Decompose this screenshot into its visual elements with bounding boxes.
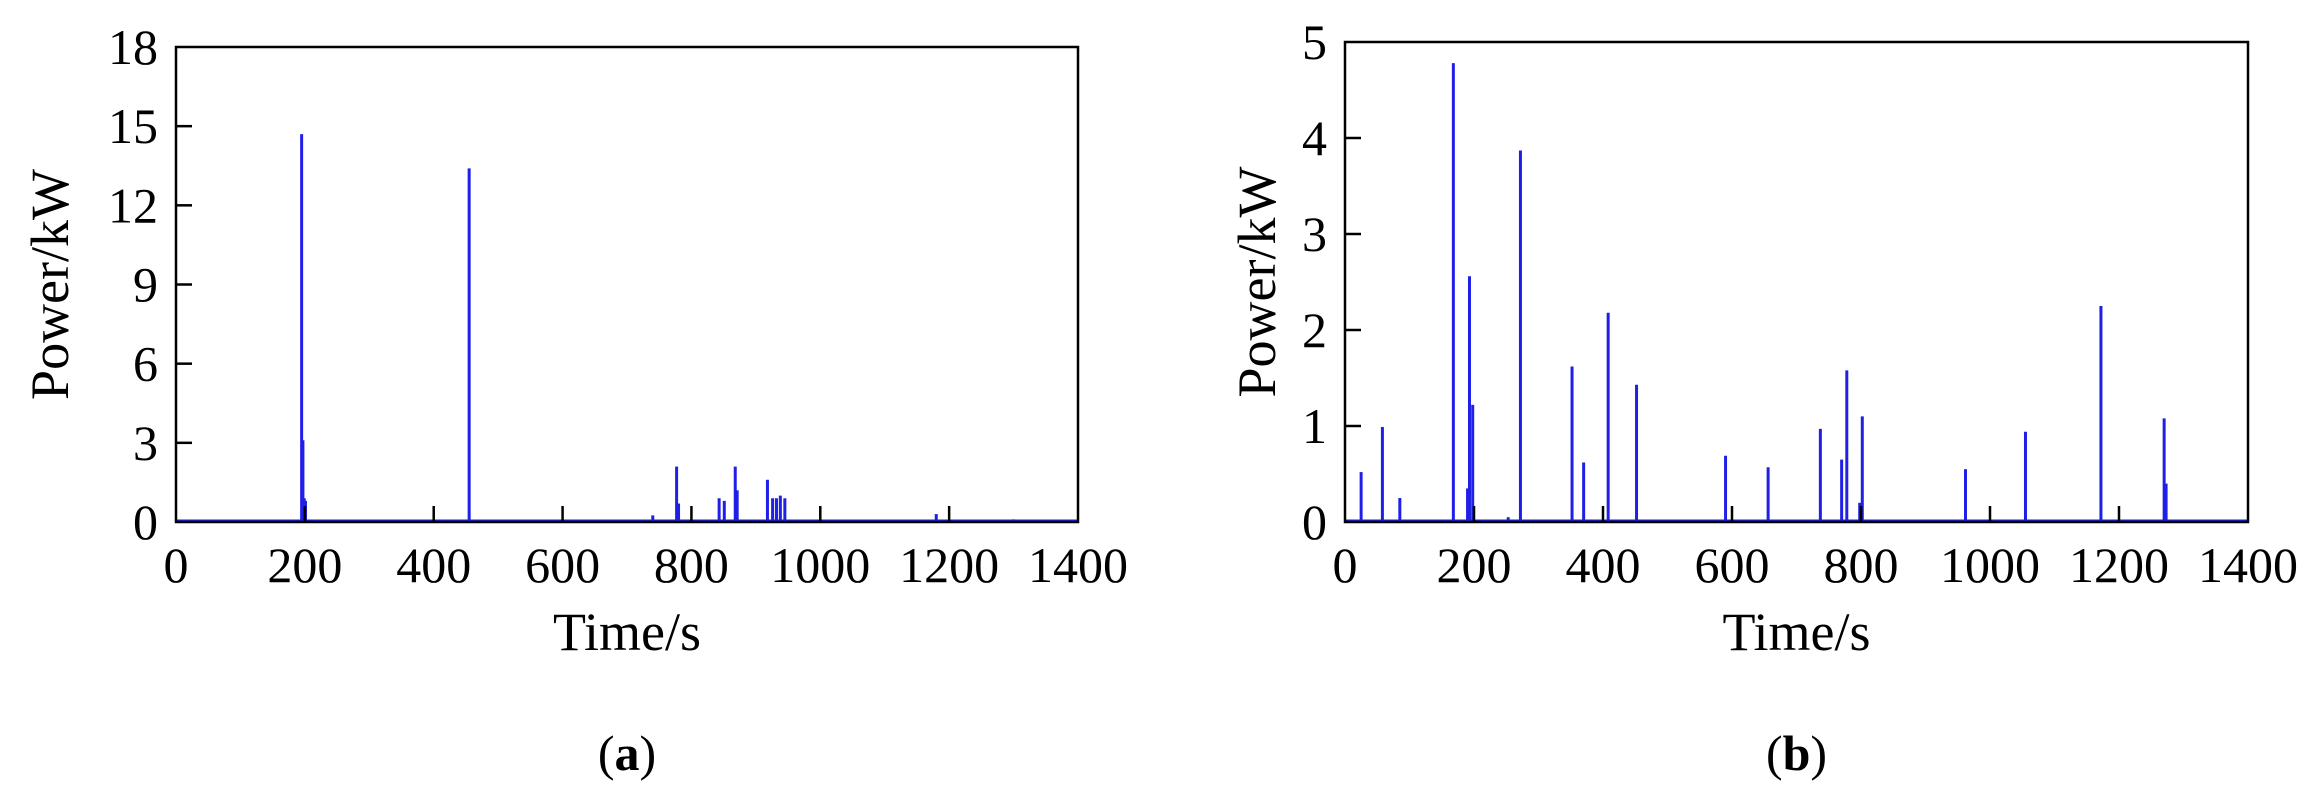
x-tick-label-b-6: 1200 <box>2069 537 2169 593</box>
y-axis-title-a: Power/kW <box>20 169 80 400</box>
x-axis-title-b: Time/s <box>1722 602 1870 662</box>
y-tick-label-a-2: 6 <box>133 336 158 392</box>
y-tick-labels-b: 0 1 2 3 4 5 <box>1302 14 1327 550</box>
y-tick-label-b-1: 1 <box>1302 398 1327 454</box>
x-tick-labels-a: 0 200 400 600 800 1000 1200 1400 <box>164 537 1129 593</box>
x-tick-labels-b: 0 200 400 600 800 1000 1200 1400 <box>1333 537 2299 593</box>
y-tick-label-a-3: 9 <box>133 257 158 313</box>
x-tick-label-a-7: 1400 <box>1028 537 1128 593</box>
x-tick-label-b-1: 200 <box>1437 537 1512 593</box>
x-tick-label-a-3: 600 <box>525 537 600 593</box>
x-tick-label-a-4: 800 <box>654 537 729 593</box>
x-tick-label-b-5: 1000 <box>1940 537 2040 593</box>
series-spikes-a <box>176 134 1078 523</box>
panel-label-a: (a) <box>598 725 656 781</box>
tick-marks-b <box>1345 136 2121 522</box>
panel-letter-b: b <box>1783 725 1811 781</box>
y-tick-label-b-5: 5 <box>1302 14 1327 70</box>
x-tick-label-b-0: 0 <box>1333 537 1358 593</box>
x-tick-label-a-5: 1000 <box>770 537 870 593</box>
x-tick-label-a-1: 200 <box>267 537 342 593</box>
tick-marks-a <box>176 124 951 522</box>
y-tick-label-b-3: 3 <box>1302 206 1327 262</box>
series-spikes-b <box>1345 63 2248 523</box>
x-tick-label-b-3: 600 <box>1695 537 1770 593</box>
y-tick-label-a-6: 18 <box>108 19 158 75</box>
y-axis-title-b: Power/kW <box>1227 166 1287 397</box>
panel-label-b: (b) <box>1766 725 1827 781</box>
plot-frame-b <box>1343 40 2250 524</box>
y-tick-label-a-0: 0 <box>133 494 158 550</box>
y-tick-labels-a: 0 3 6 9 12 15 18 <box>108 19 158 550</box>
x-tick-label-a-2: 400 <box>396 537 471 593</box>
x-tick-label-b-2: 400 <box>1566 537 1641 593</box>
y-tick-label-b-2: 2 <box>1302 302 1327 358</box>
chart-panel-a: 0 200 400 600 800 1000 1200 1400 0 3 6 9 12 15 18 Tim… <box>20 19 1128 781</box>
x-tick-label-b-4: 800 <box>1824 537 1899 593</box>
y-tick-label-b-4: 4 <box>1302 110 1327 166</box>
x-tick-label-a-0: 0 <box>164 537 189 593</box>
y-tick-label-a-5: 15 <box>108 98 158 154</box>
panel-letter-a: a <box>615 725 640 781</box>
y-tick-label-a-4: 12 <box>108 177 158 233</box>
x-axis-title-a: Time/s <box>553 602 701 662</box>
y-tick-label-a-1: 3 <box>133 415 158 471</box>
y-tick-label-b-0: 0 <box>1302 494 1327 550</box>
plot-frame-a <box>174 45 1080 524</box>
x-tick-label-b-7: 1400 <box>2198 537 2298 593</box>
x-tick-label-a-6: 1200 <box>899 537 999 593</box>
